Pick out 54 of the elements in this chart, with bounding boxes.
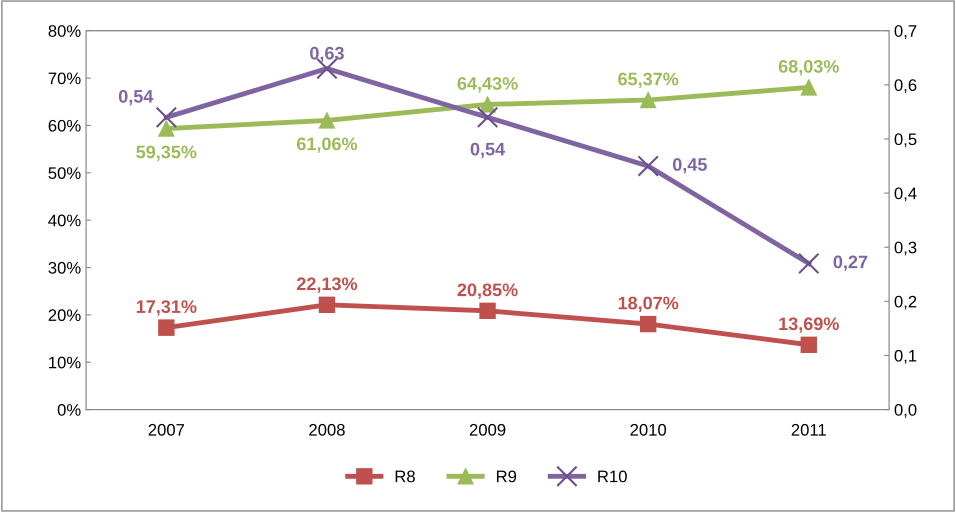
data-label: 0,63 <box>310 46 344 62</box>
point <box>798 252 820 274</box>
data-label: 22,13% <box>296 277 358 293</box>
y-tick-label: 60% <box>48 120 81 132</box>
y2-tick-label: 0,0 <box>894 404 916 418</box>
data-label: 0,27 <box>834 256 868 271</box>
x-tick-label: 2010 <box>630 424 666 436</box>
legend-label: R9 <box>496 470 516 482</box>
point <box>158 319 175 336</box>
y2-tick-label: 0,1 <box>894 350 916 364</box>
data-label: 0,45 <box>672 158 707 174</box>
y2-tick-label: 0,4 <box>894 188 917 202</box>
x-tick-label: 2009 <box>470 424 506 436</box>
data-label: 59,35% <box>136 146 196 161</box>
y-tick-label: 40% <box>48 214 81 226</box>
data-label: 64,43% <box>458 77 518 92</box>
data-label: 20,85% <box>458 283 518 299</box>
y2-tick-label: 0,7 <box>894 25 916 39</box>
point <box>479 302 496 320</box>
y-tick-label: 50% <box>48 167 81 180</box>
data-label: 18,07% <box>618 296 678 312</box>
data-label: 13,69% <box>779 317 839 333</box>
y-tick-label: 70% <box>48 72 81 84</box>
y-tick-label: 30% <box>48 262 81 274</box>
data-label: 68,03% <box>778 60 839 76</box>
data-label: 0,54 <box>118 90 154 106</box>
y2-tick-label: 0,3 <box>894 242 916 256</box>
y2-tick-label: 0,2 <box>894 296 916 310</box>
point <box>800 79 817 96</box>
y-tick-label: 0% <box>58 404 81 416</box>
point <box>640 316 656 332</box>
point <box>476 106 498 128</box>
legend-label: R10 <box>598 470 627 482</box>
point <box>318 112 336 129</box>
point <box>158 120 175 137</box>
y-tick-label: 80% <box>48 25 81 37</box>
point <box>156 106 178 128</box>
data-label: 0,54 <box>470 142 506 158</box>
data-label: 17,31% <box>136 300 196 316</box>
data-label: 61,06% <box>296 137 358 153</box>
y-tick-label: 20% <box>48 309 81 322</box>
point <box>637 155 659 177</box>
data-label: 65,37% <box>618 72 678 88</box>
point <box>640 92 656 108</box>
x-tick-label: 2008 <box>309 424 345 436</box>
point <box>479 96 496 113</box>
x-tick-label: 2007 <box>148 424 184 436</box>
y2-tick-label: 0,5 <box>894 133 916 148</box>
point <box>318 296 336 313</box>
y2-tick-label: 0,6 <box>894 79 916 94</box>
y-tick-label: 10% <box>49 356 81 368</box>
legend-label: R8 <box>396 470 415 482</box>
point <box>800 336 817 353</box>
x-tick-label: 2011 <box>792 424 826 436</box>
